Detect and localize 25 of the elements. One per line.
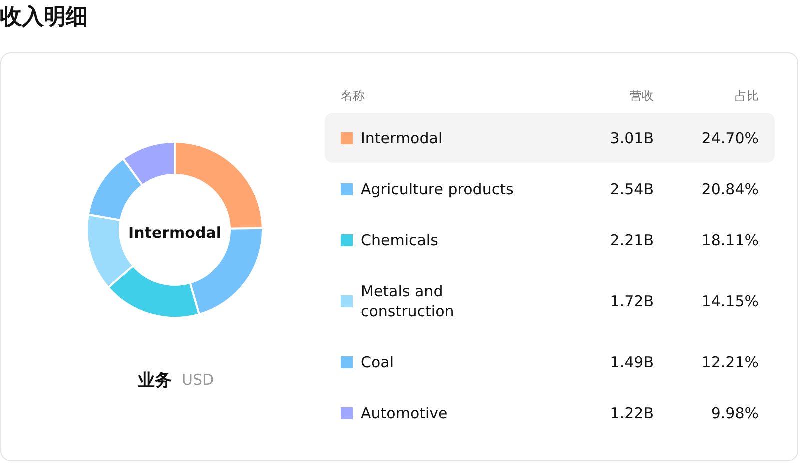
legend-label: Agriculture products xyxy=(361,180,514,198)
data-label: 1.22B xyxy=(610,404,654,422)
data-label: 1.49B xyxy=(610,354,654,372)
category-label: Intermodal xyxy=(128,224,222,242)
text: 20.84% xyxy=(702,180,759,198)
data-label: 3.01B xyxy=(610,130,654,148)
text: 业务 xyxy=(137,371,172,391)
legend-label: Automotive xyxy=(361,404,448,422)
legend-label: Metals and construction xyxy=(361,282,454,320)
text: USD xyxy=(182,371,214,389)
legend-label: Chemicals xyxy=(361,232,439,250)
text: 24.70% xyxy=(702,130,759,148)
text: 18.11% xyxy=(702,232,759,250)
data-label: 2.21B xyxy=(610,232,654,250)
text: 14.15% xyxy=(702,292,759,310)
text: 9.98% xyxy=(711,404,759,422)
chart-title: 收入明细 xyxy=(0,5,88,30)
data-label: 1.72B xyxy=(610,292,654,310)
text: 营收 xyxy=(630,89,654,103)
legend-label: Intermodal xyxy=(361,130,443,148)
legend-label: Coal xyxy=(361,354,394,372)
text: 名称 xyxy=(341,89,365,103)
text: 12.21% xyxy=(702,354,759,372)
text: 占比 xyxy=(735,89,759,103)
data-label: 2.54B xyxy=(610,180,654,198)
